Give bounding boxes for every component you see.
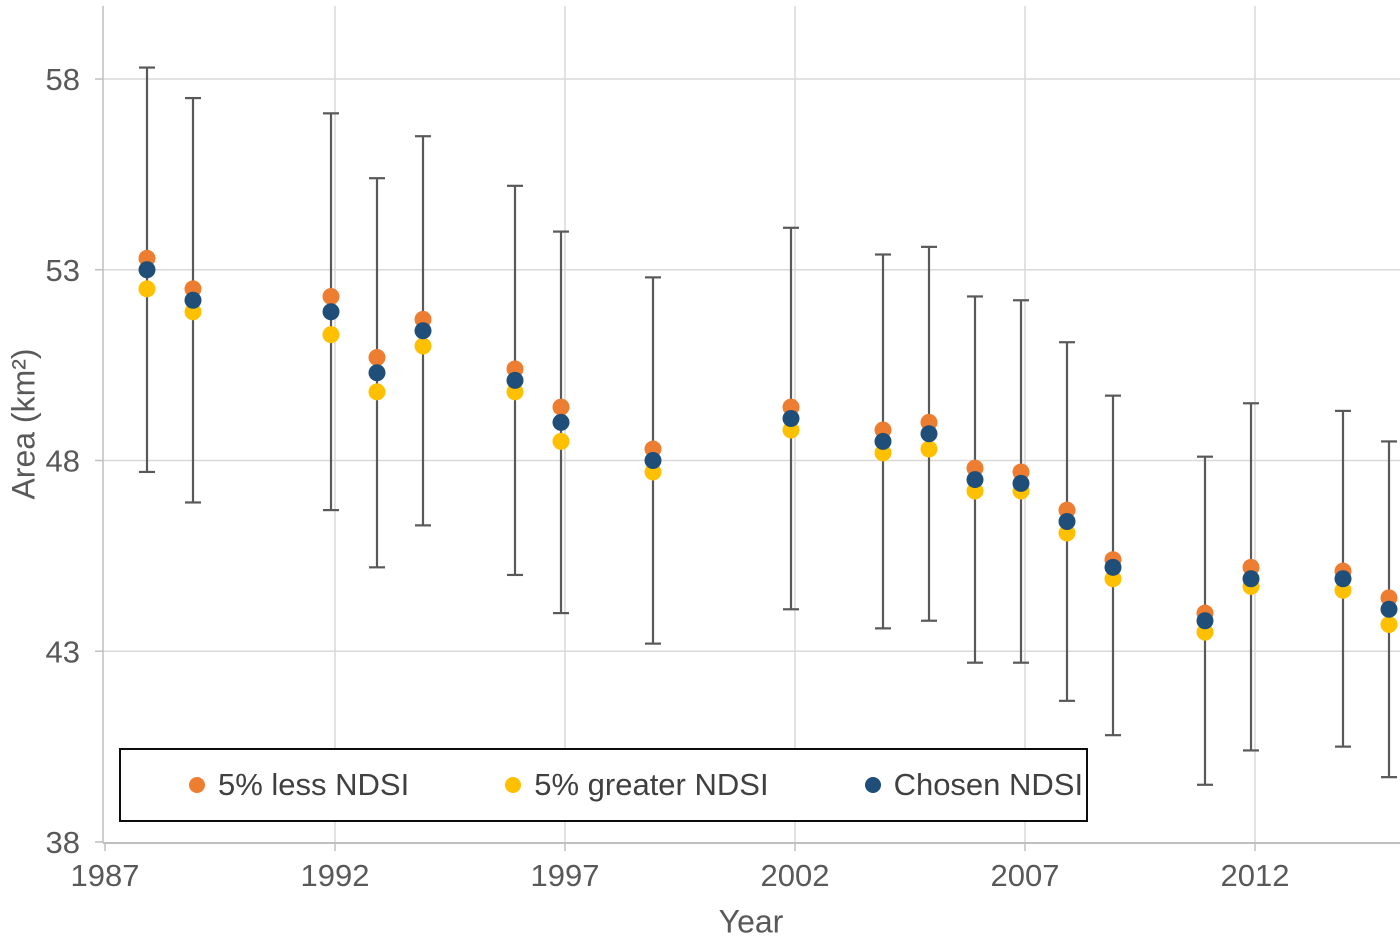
data-point-5-greater-ndsi — [1380, 616, 1398, 634]
x-tick-label: 1997 — [531, 858, 600, 893]
legend: 5% less NDSI 5% greater NDSI Chosen NDSI — [119, 748, 1088, 822]
data-point-5-less-ndsi — [322, 287, 340, 305]
data-point-5-greater-ndsi — [322, 326, 340, 344]
data-point-chosen-ndsi — [368, 364, 386, 382]
data-point-chosen-ndsi — [782, 410, 800, 428]
legend-item-5-greater-ndsi: 5% greater NDSI — [505, 767, 769, 803]
data-point-chosen-ndsi — [874, 432, 892, 450]
x-tick-label: 2007 — [991, 858, 1060, 893]
data-point-chosen-ndsi — [644, 452, 662, 469]
x-tick-label: 2002 — [761, 858, 830, 893]
y-tick-label: 43 — [46, 634, 80, 669]
legend-item-5-less-ndsi: 5% less NDSI — [189, 767, 409, 803]
y-tick-label: 53 — [46, 253, 80, 288]
legend-item-chosen-ndsi: Chosen NDSI — [864, 767, 1084, 803]
x-tick-label: 1987 — [71, 858, 140, 893]
data-point-chosen-ndsi — [138, 261, 156, 279]
x-tick-label: 2012 — [1221, 858, 1290, 893]
data-point-chosen-ndsi — [966, 471, 984, 489]
data-point-5-greater-ndsi — [368, 383, 386, 401]
data-point-chosen-ndsi — [414, 322, 432, 340]
y-axis-title: Area (km²) — [5, 348, 42, 500]
data-point-5-greater-ndsi — [920, 440, 938, 458]
legend-label: 5% less NDSI — [218, 767, 410, 802]
legend-label: Chosen NDSI — [893, 767, 1084, 802]
data-point-5-greater-ndsi — [552, 432, 570, 450]
legend-marker-icon — [505, 777, 522, 793]
data-point-chosen-ndsi — [184, 291, 202, 309]
x-tick-label: 1992 — [301, 858, 370, 893]
data-point-chosen-ndsi — [920, 425, 938, 443]
data-point-5-greater-ndsi — [414, 337, 432, 355]
data-point-chosen-ndsi — [1104, 558, 1122, 576]
data-point-5-less-ndsi — [368, 348, 386, 366]
data-point-chosen-ndsi — [506, 371, 524, 389]
data-point-5-greater-ndsi — [138, 280, 156, 298]
data-point-chosen-ndsi — [1334, 570, 1352, 588]
y-tick-label: 38 — [46, 825, 80, 860]
data-point-chosen-ndsi — [322, 303, 340, 321]
data-point-5-less-ndsi — [552, 398, 570, 416]
legend-marker-icon — [189, 777, 205, 793]
data-point-chosen-ndsi — [1196, 612, 1214, 630]
legend-label: 5% greater NDSI — [534, 767, 769, 802]
data-point-chosen-ndsi — [1380, 600, 1398, 618]
data-point-chosen-ndsi — [1058, 513, 1076, 531]
y-tick-label: 48 — [46, 444, 80, 479]
data-point-chosen-ndsi — [1242, 570, 1260, 588]
legend-marker-icon — [864, 777, 881, 793]
y-tick-label: 58 — [46, 62, 80, 97]
data-point-chosen-ndsi — [552, 413, 570, 431]
x-axis-title: Year — [718, 903, 784, 940]
data-point-chosen-ndsi — [1012, 474, 1030, 492]
